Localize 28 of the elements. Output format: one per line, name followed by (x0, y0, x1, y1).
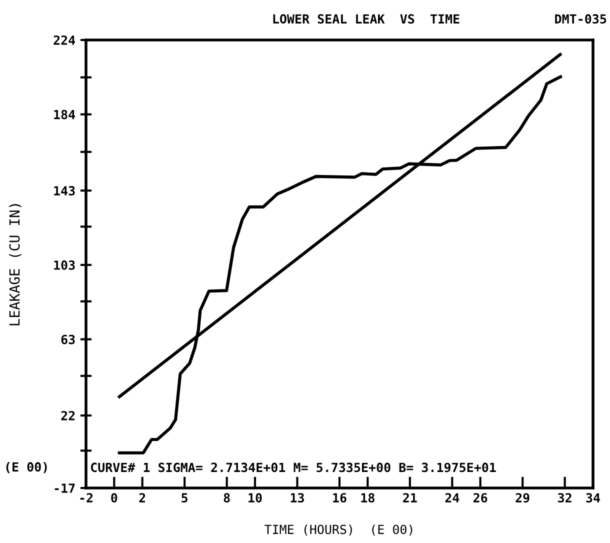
chart-title: LOWER SEAL LEAK VS TIME (273, 14, 460, 24)
x-tick-label: 8 (224, 493, 230, 503)
x-tick-label: 26 (474, 493, 488, 503)
y-tick-label: 143 (54, 186, 75, 196)
x-tick-label: 13 (290, 493, 304, 503)
y-tick-label: 22 (61, 410, 75, 420)
x-tick-label: -2 (80, 493, 92, 502)
y-tick-label: 103 (54, 260, 75, 270)
y-tick-label: 63 (61, 334, 75, 344)
x-tick-label: 29 (516, 493, 530, 503)
x-tick-label: 0 (111, 493, 118, 503)
x-tick-label: 18 (361, 493, 374, 503)
text: DMT-035 (555, 14, 606, 24)
x-tick-label: 5 (182, 493, 188, 503)
x-tick-label: 21 (403, 493, 417, 502)
x-tick-label: 32 (558, 493, 572, 503)
y-tick-label: 184 (54, 110, 76, 120)
x-tick-label: 34 (586, 493, 600, 503)
y-axis-title: LEAKAGE (CU IN) (9, 204, 22, 326)
x-axis-title: TIME (HOURS) (E 00) (264, 524, 412, 536)
text: (E 00) (6, 462, 47, 474)
y-tick-label: 224 (54, 35, 76, 45)
annotation: CURVE# 1 SIGMA= 2.7134E+01 M= 5.7335E+00 B= 3.1975E+01 (90, 462, 496, 472)
x-tick-label: 2 (139, 493, 146, 502)
y-tick-label: -17 (54, 484, 75, 493)
x-tick-label: 10 (248, 493, 262, 503)
x-tick-label: 24 (445, 493, 460, 502)
x-tick-label: 16 (333, 493, 346, 503)
